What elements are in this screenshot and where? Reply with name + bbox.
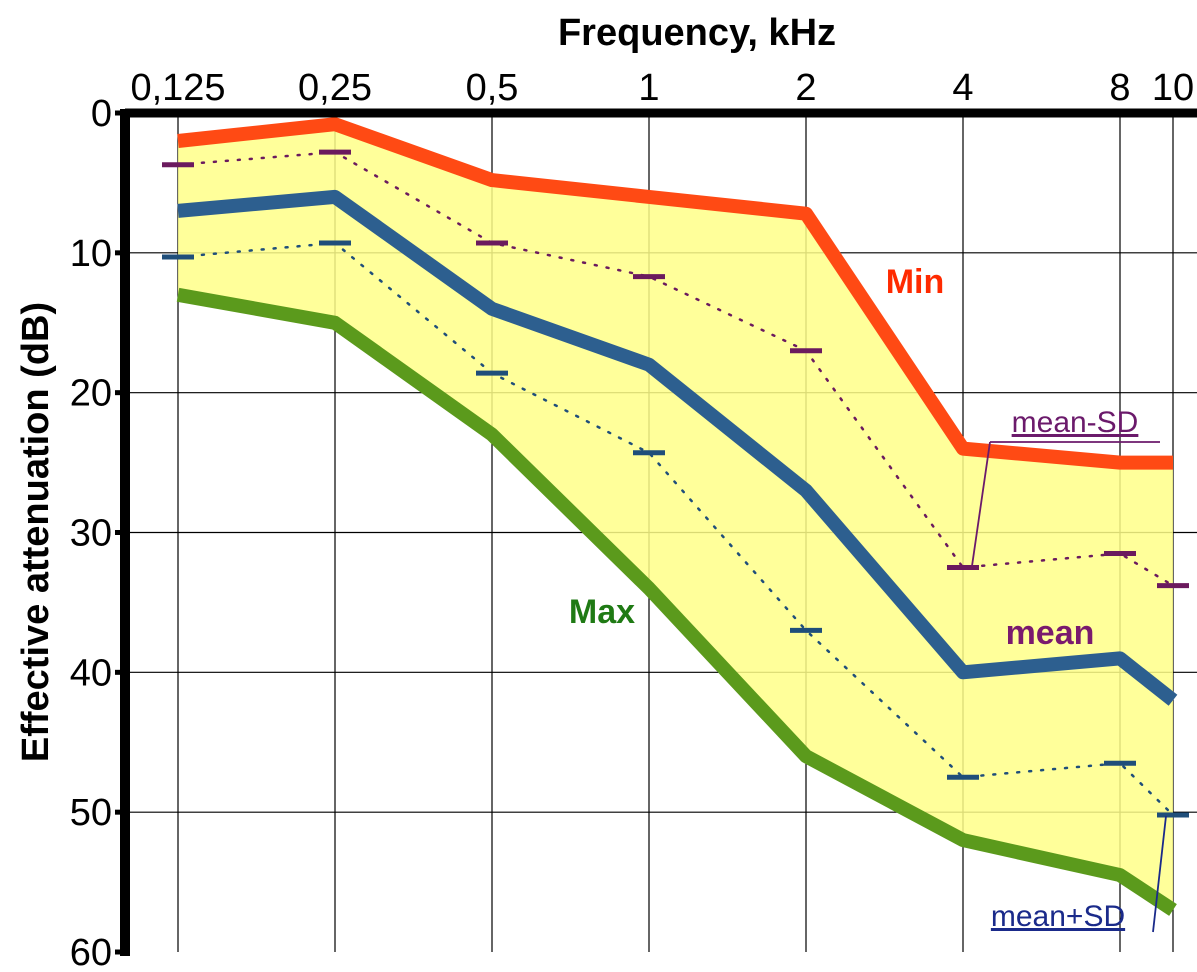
- x-tick-label-1: 0,25: [298, 67, 372, 109]
- y-tick-label-0: 0: [91, 93, 112, 135]
- x-tick-label-5: 4: [952, 67, 973, 109]
- series-markers: [162, 149, 1189, 818]
- y-tick-label-3: 30: [70, 513, 112, 555]
- x-tick-label-3: 1: [638, 67, 659, 109]
- y-tick-label-5: 50: [70, 792, 112, 834]
- x-tick-label-0: 0,125: [130, 67, 225, 109]
- y-tick-label-2: 20: [70, 373, 112, 415]
- y-tick-label-1: 10: [70, 233, 112, 275]
- series-line-min: [177, 117, 1173, 470]
- mean-plus-sd-leader: [1152, 815, 1167, 933]
- x-axis-title: Frequency, kHz: [558, 12, 836, 54]
- y-axis-title: Effective attenuation (dB): [15, 302, 57, 762]
- mean-minus-sd-leader: [971, 441, 991, 567]
- mean-label: mean: [1006, 614, 1095, 652]
- x-tick-label-7: 10: [1152, 67, 1194, 109]
- series-line-max: [176, 287, 1177, 916]
- series-line-mean: [177, 189, 1178, 706]
- series-lines: [176, 117, 1178, 916]
- x-tick-label-2: 0,5: [466, 67, 519, 109]
- min-label: Min: [886, 263, 945, 301]
- tick-labels: 0,125 0,25 0,5 1 2 4 8 10 0 10 20 30 40 50 60: [70, 67, 1194, 972]
- series-line-mean-sd: [176, 241, 1175, 817]
- mean-plus-sd-label: mean+SD: [991, 900, 1125, 933]
- mean-minus-sd-label: mean-SD: [1012, 406, 1139, 439]
- x-tick-label-6: 8: [1109, 67, 1130, 109]
- max-label: Max: [569, 593, 635, 631]
- x-tick-label-4: 2: [795, 67, 816, 109]
- y-tick-label-4: 40: [70, 652, 112, 694]
- y-tick-label-6: 60: [70, 932, 112, 972]
- series-labels: Min Max mean mean-SD mean+SD: [569, 263, 1167, 933]
- axes: [115, 108, 1197, 956]
